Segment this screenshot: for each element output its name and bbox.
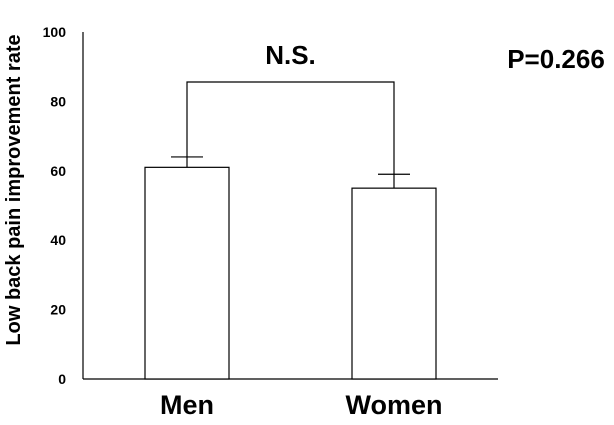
- p-value-label: P=0.266: [507, 44, 605, 74]
- y-tick-label: 80: [50, 93, 66, 109]
- y-tick-label: 40: [50, 232, 66, 248]
- category-label-men: Men: [160, 390, 214, 420]
- y-tick-label: 0: [58, 371, 66, 387]
- y-tick-label: 100: [43, 24, 67, 40]
- significance-label: N.S.: [265, 40, 316, 70]
- category-label-women: Women: [345, 390, 442, 420]
- bar-women: [351, 187, 437, 380]
- y-tick-label: 20: [50, 302, 66, 318]
- significance-bracket-line: [186, 81, 395, 175]
- significance-bracket: [186, 81, 395, 175]
- y-axis-title: Low back pain improvement rate: [3, 34, 25, 345]
- bar-men: [144, 166, 230, 380]
- y-tick-label: 60: [50, 163, 66, 179]
- bars: [144, 166, 437, 380]
- labels: N.S. P=0.266 Men Women Low back pain improve…: [3, 34, 605, 420]
